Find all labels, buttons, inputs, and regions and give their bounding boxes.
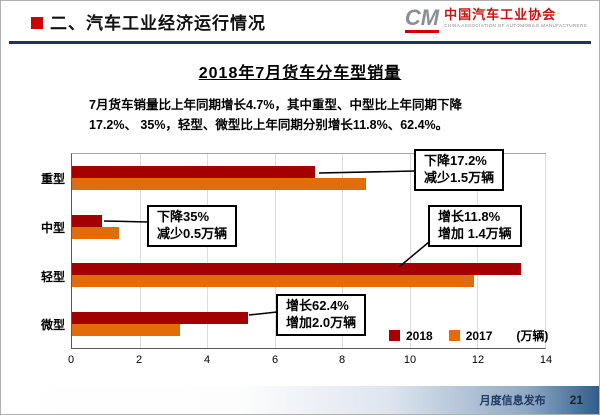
footer-bar: 月度信息发布 21 [1,386,599,414]
legend-label-2017: 2017 [465,328,493,343]
callout-light-line1: 增长11.8% [438,209,501,224]
x-tick-14: 14 [539,354,553,366]
red-square-bullet [31,17,43,29]
callout-light-line2: 增加 1.4万辆 [438,225,512,241]
x-tick-4: 4 [203,354,211,366]
gridline-8 [342,154,343,348]
caam-org-name: 中国汽车工业协会 [444,7,557,22]
callout-medium-line2: 减少0.5万辆 [157,225,228,241]
gridline-4 [207,154,208,348]
x-tick-0: 0 [67,354,75,366]
x-tick-12: 12 [471,354,485,366]
bar-2018-中型 [72,215,102,227]
callout-mini-line1: 增长62.4% [286,298,349,313]
callout-heavy: 下降17.2% 减少1.5万辆 [414,149,505,191]
chart-title-row: 2018年7月货车分车型销量 [1,59,599,83]
bar-2017-中型 [72,227,119,239]
legend-label-2018: 2018 [406,328,433,343]
page-number: 21 [569,393,583,407]
caam-org-name-en: CHINA ASSOCIATION OF AUTOMOBILE MANUFACT… [444,22,587,28]
gridline-12 [477,154,478,348]
bar-2018-重型 [72,166,315,178]
header-divider [9,41,591,44]
x-tick-6: 6 [271,354,279,366]
legend-swatch-2018 [389,330,400,341]
bar-2017-微型 [72,324,180,336]
caam-logo: CM 中国汽车工业协会 CHINA ASSOCIATION OF AUTOMOB… [404,7,587,33]
callout-heavy-line1: 下降17.2% [424,153,487,168]
x-tick-10: 10 [403,354,417,366]
callout-medium: 下降35% 减少0.5万辆 [147,205,238,247]
callout-mini-line2: 增加2.0万辆 [286,314,357,330]
callout-heavy-line2: 减少1.5万辆 [424,169,495,185]
gridline-14 [545,154,546,348]
gridline-10 [410,154,411,348]
callout-light: 增长11.8% 增加 1.4万辆 [428,205,522,247]
summary-text: 7月货车销量比上年同期增长4.7%，其中重型、中型比上年同期下降 17.2%、 … [89,98,462,132]
bar-2018-轻型 [72,263,521,275]
category-label-heavy: 重型 [40,172,65,186]
caam-logo-text: 中国汽车工业协会 CHINA ASSOCIATION OF AUTOMOBILE… [444,7,587,29]
chart-title: 2018年7月货车分车型销量 [198,65,402,82]
category-label-light: 轻型 [40,270,65,284]
chart-legend: 2018 2017 (万辆) [389,327,548,344]
unit-label: (万辆) [516,329,549,343]
bar-2017-重型 [72,178,366,190]
x-tick-8: 8 [338,354,346,366]
bar-2018-微型 [72,312,248,324]
bar-2017-轻型 [72,275,474,287]
legend-swatch-2017 [448,330,460,341]
gridline-2 [140,154,141,348]
x-tick-2: 2 [135,354,143,366]
gridline-6 [275,154,276,348]
category-label-medium: 中型 [40,221,65,235]
caam-monogram-icon: CM [404,7,440,33]
category-label-mini: 微型 [40,318,65,332]
callout-medium-line1: 下降35% [157,209,210,224]
page-title: 二、汽车工业经济运行情况 [50,14,266,33]
footer-label: 月度信息发布 [479,395,546,407]
callout-mini: 增长62.4% 增加2.0万辆 [276,294,367,336]
